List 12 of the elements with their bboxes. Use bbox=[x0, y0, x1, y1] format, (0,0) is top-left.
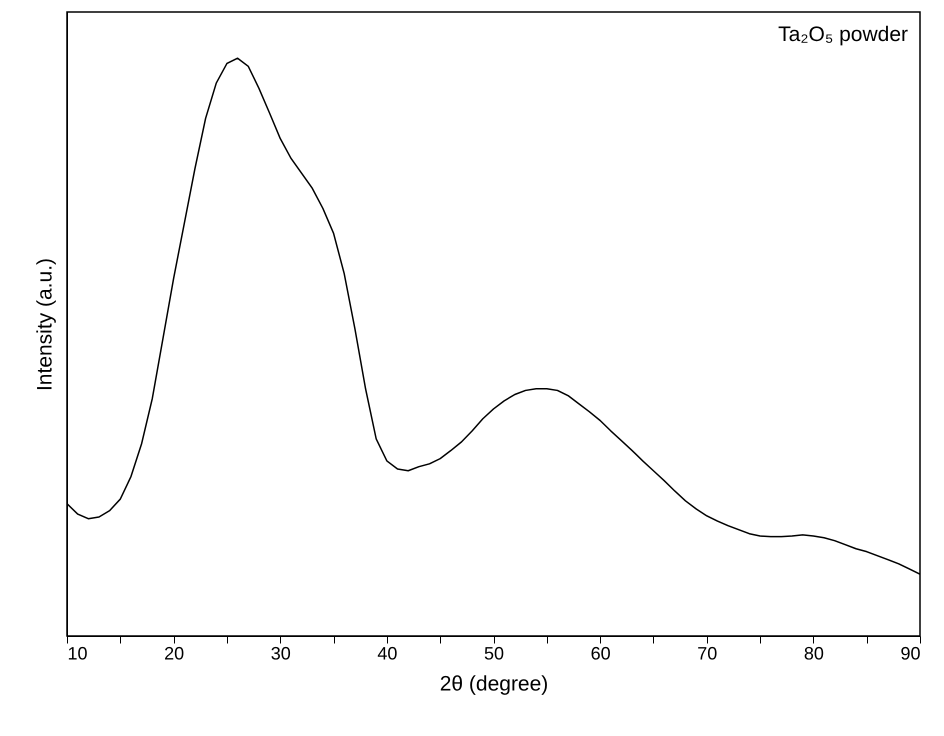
x-tick-label: 10 bbox=[68, 644, 88, 664]
x-tick-label: 50 bbox=[484, 644, 504, 664]
y-axis-title: Intensity (a.u.) bbox=[34, 258, 56, 392]
x-tick-label: 70 bbox=[697, 644, 718, 664]
x-tick-label: 80 bbox=[804, 644, 824, 664]
x-tick-label: 20 bbox=[164, 644, 184, 664]
x-tick-label: 30 bbox=[270, 644, 291, 664]
x-axis-title: 2θ (degree) bbox=[440, 672, 548, 696]
text: Ta₂O₅ powder bbox=[778, 23, 908, 46]
x-tick-label: 90 bbox=[900, 644, 920, 664]
x-tick-label: 60 bbox=[590, 644, 611, 664]
x-tick-label: 40 bbox=[377, 644, 398, 664]
